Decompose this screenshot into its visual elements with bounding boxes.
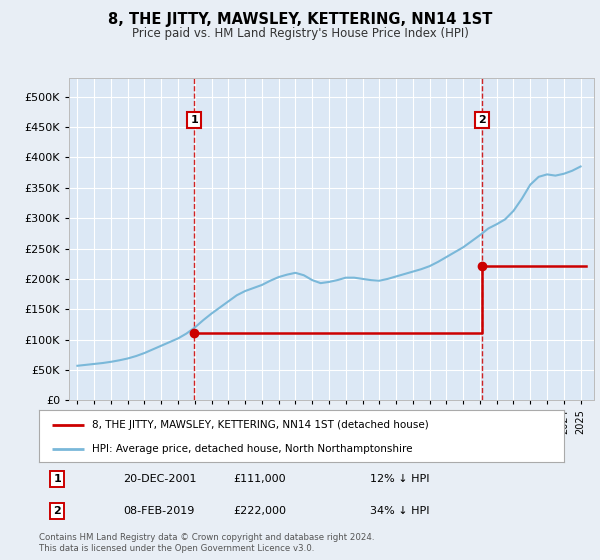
Text: £222,000: £222,000 (233, 506, 286, 516)
Text: 2: 2 (53, 506, 61, 516)
Text: 08-FEB-2019: 08-FEB-2019 (123, 506, 194, 516)
Text: 8, THE JITTY, MAWSLEY, KETTERING, NN14 1ST (detached house): 8, THE JITTY, MAWSLEY, KETTERING, NN14 1… (91, 420, 428, 430)
Text: £111,000: £111,000 (233, 474, 286, 484)
Text: 2: 2 (478, 115, 485, 125)
Text: 12% ↓ HPI: 12% ↓ HPI (370, 474, 429, 484)
Text: Price paid vs. HM Land Registry's House Price Index (HPI): Price paid vs. HM Land Registry's House … (131, 27, 469, 40)
Text: HPI: Average price, detached house, North Northamptonshire: HPI: Average price, detached house, Nort… (91, 444, 412, 454)
Text: 1: 1 (53, 474, 61, 484)
Text: 8, THE JITTY, MAWSLEY, KETTERING, NN14 1ST: 8, THE JITTY, MAWSLEY, KETTERING, NN14 1… (108, 12, 492, 27)
Text: 20-DEC-2001: 20-DEC-2001 (123, 474, 197, 484)
Text: 34% ↓ HPI: 34% ↓ HPI (370, 506, 429, 516)
Text: Contains HM Land Registry data © Crown copyright and database right 2024.
This d: Contains HM Land Registry data © Crown c… (39, 533, 374, 553)
Text: 1: 1 (190, 115, 198, 125)
